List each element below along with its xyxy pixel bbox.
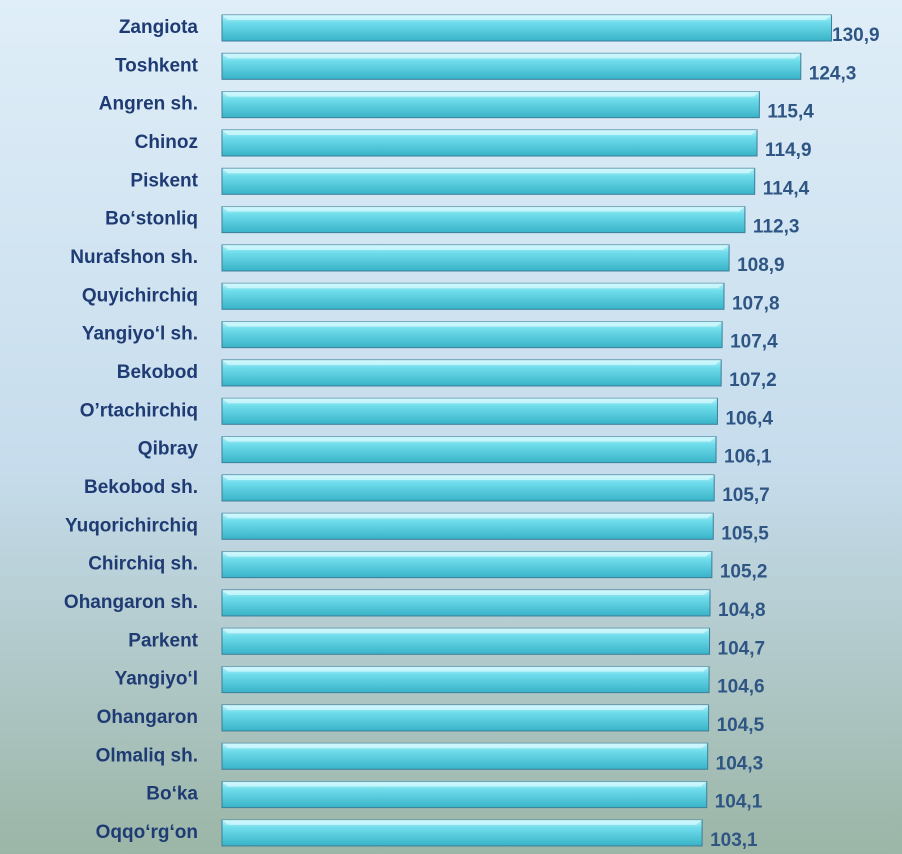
bar-bevel [222,474,715,480]
y-tick-label: Piskent [130,170,198,191]
y-tick-label: Yangiyo‘l [115,669,198,690]
y-tick-label: Chirchiq sh. [88,554,198,575]
y-tick-label: Toshkent [115,55,199,76]
y-tick-label: Olmaliq sh. [96,745,198,766]
bar-bevel [222,398,718,404]
bar-bevel [222,436,717,442]
bar-bevel [222,704,709,710]
y-tick-label: Ohangaron sh. [64,592,198,613]
bar-bevel [222,666,710,672]
y-tick-label: Parkent [128,630,198,651]
data-label: 104,1 [715,792,763,813]
data-label: 106,1 [724,447,772,468]
y-tick-label: Quyichirchiq [82,285,198,306]
bar-bevel [222,15,832,20]
data-label: 107,8 [732,293,780,314]
y-tick-label: Angren sh. [99,94,198,115]
bar-bevel [222,168,755,174]
data-label: 105,2 [720,562,768,583]
bar-bevel [222,244,730,250]
data-label: 105,7 [722,485,770,506]
data-label: 130,9 [832,25,880,46]
y-tick-label: Bo‘ka [146,784,198,805]
y-tick-label: O’rtachirchiq [80,400,198,421]
data-label: 107,2 [729,370,777,391]
data-label: 108,9 [737,255,785,276]
y-tick-label: Bekobod sh. [84,477,198,498]
data-label: 106,4 [725,408,773,429]
data-label: 114,4 [763,178,810,199]
bar-bevel [222,513,714,519]
y-tick-label: Zangiota [119,17,199,38]
y-tick-label: Chinoz [135,132,198,153]
data-label: 114,9 [765,140,812,161]
data-label: 124,3 [809,63,857,84]
data-label: 112,3 [753,217,800,238]
y-tick-label: Yuqorichirchiq [65,515,198,536]
data-label: 104,8 [718,600,766,621]
y-tick-label: Bo‘stonliq [105,209,198,230]
y-tick-label: Bekobod [117,362,198,383]
bar-bevel [222,819,703,825]
y-tick-label: Yangiyo‘l sh. [82,324,198,345]
data-label: 104,6 [717,677,765,698]
data-label: 103,1 [710,830,758,851]
y-tick-label: Ohangaron [97,707,198,728]
bar-bevel [222,206,745,212]
bar-bevel [222,359,722,365]
bar-bevel [222,589,710,595]
bar-bevel [222,91,760,97]
bar-bevel [222,628,710,634]
y-tick-label: Nurafshon sh. [70,247,198,268]
bar-bevel [222,551,712,557]
data-label: 107,4 [730,332,778,353]
y-tick-label: Oqqo‘rg‘on [96,822,198,843]
data-label: 104,3 [716,753,764,774]
data-label: 104,5 [717,715,765,736]
data-label: 104,7 [718,638,766,659]
bar-bevel [222,743,708,749]
bar-bevel [222,283,724,289]
y-tick-label: Qibray [138,439,199,460]
bar-bevel [222,321,723,327]
bar-bevel [222,781,707,787]
bar-bevel [222,53,801,59]
data-label: 105,5 [721,523,769,544]
data-label: 115,4 [767,102,814,123]
bar-bevel [222,129,758,135]
